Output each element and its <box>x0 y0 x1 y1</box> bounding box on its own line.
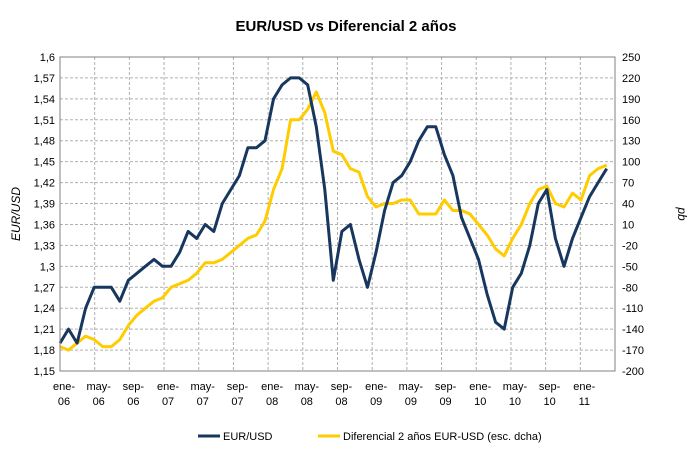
x-tick-label-month: sep- <box>123 381 145 393</box>
x-tick-label-year: 06 <box>127 396 139 408</box>
x-tick-label-year: 07 <box>162 396 174 408</box>
x-tick-label-year: 11 <box>579 396 590 408</box>
legend-label-diferencial: Diferencial 2 años EUR-USD (esc. dcha) <box>343 431 542 443</box>
x-tick-label-month: ene- <box>261 381 283 393</box>
y-tick-label-right: 190 <box>622 94 640 106</box>
x-tick-label-month: ene- <box>573 381 595 393</box>
y-tick-label-right: 40 <box>622 199 634 211</box>
x-tick-label-month: ene- <box>53 381 75 393</box>
plot-frame <box>59 56 616 372</box>
y-tick-label-left: 1,42 <box>34 178 55 190</box>
x-tick-label-year: 06 <box>93 396 105 408</box>
x-tick-label-year: 08 <box>335 396 347 408</box>
y-tick-label-left: 1,15 <box>34 366 55 378</box>
y-tick-label-right: 160 <box>622 115 640 127</box>
x-tick-label-year: 07 <box>197 396 209 408</box>
x-tick-label-year: 06 <box>58 396 70 408</box>
grid-layer <box>59 56 615 372</box>
y-axis-label-left: EUR/USD <box>9 187 23 241</box>
legend-label-eurusd: EUR/USD <box>223 431 273 443</box>
y-tick-label-right: 10 <box>622 219 634 231</box>
x-tick-label-year: 09 <box>439 396 451 408</box>
x-tick-label-month: sep- <box>539 381 561 393</box>
x-axis-ticks: ene- 06 may- 06 sep- 06 ene- 07 may- 07 sep- 07 ene-… <box>53 381 596 408</box>
x-tick-label-month: may- <box>399 381 424 393</box>
y-tick-label-right: -140 <box>622 324 644 336</box>
y-tick-label-left: 1,33 <box>34 240 55 252</box>
y-tick-label-right: -80 <box>622 282 638 294</box>
y-tick-label-left: 1,24 <box>34 303 55 315</box>
x-tick-label-month: may- <box>295 381 320 393</box>
y-tick-label-right: 220 <box>622 73 640 85</box>
series-layer <box>58 76 608 352</box>
x-tick-label-year: 09 <box>405 396 417 408</box>
x-tick-label-month: ene- <box>469 381 491 393</box>
x-tick-label-year: 09 <box>370 396 382 408</box>
y-tick-label-left: 1,51 <box>34 115 55 127</box>
series-line-diferencial <box>59 90 608 352</box>
x-tick-label-year: 10 <box>474 396 486 408</box>
x-tick-label-year: 07 <box>231 396 243 408</box>
y-tick-label-right: -20 <box>622 240 638 252</box>
y-tick-label-left: 1,27 <box>34 282 55 294</box>
chart-title: EUR/USD vs Diferencial 2 años <box>236 18 457 35</box>
y-tick-label-left: 1,3 <box>40 261 55 273</box>
x-tick-label-month: sep- <box>227 381 249 393</box>
y-tick-label-left: 1,21 <box>34 324 55 336</box>
x-tick-label-year: 08 <box>301 396 313 408</box>
y-tick-label-left: 1,54 <box>34 94 55 106</box>
x-tick-label-year: 08 <box>266 396 278 408</box>
y-tick-label-right: -50 <box>622 261 638 273</box>
x-tick-label-month: sep- <box>435 381 457 393</box>
x-tick-label-year: 10 <box>509 396 521 408</box>
y-tick-label-left: 1,6 <box>40 52 55 64</box>
y-tick-label-right: 70 <box>622 178 634 190</box>
x-tick-label-month: may- <box>191 381 216 393</box>
legend: EUR/USD Diferencial 2 años EUR-USD (esc.… <box>198 431 542 443</box>
right-axis-ticks: 250 220 190 160 130 100 70 40 10 -20 -50 -80 -110 -14… <box>622 52 644 378</box>
y-tick-label-left: 1,57 <box>34 73 55 85</box>
y-tick-label-right: 250 <box>622 52 640 64</box>
y-tick-label-left: 1,39 <box>34 199 55 211</box>
x-tick-label-month: ene- <box>365 381 387 393</box>
y-tick-label-left: 1,18 <box>34 345 55 357</box>
y-tick-label-left: 1,36 <box>34 219 55 231</box>
y-tick-label-left: 1,48 <box>34 136 55 148</box>
y-axis-label-right: pb <box>675 206 689 221</box>
y-tick-label-left: 1,45 <box>34 157 55 169</box>
x-tick-label-month: ene- <box>157 381 179 393</box>
y-tick-label-right: 100 <box>622 157 640 169</box>
x-tick-label-month: may- <box>86 381 111 393</box>
x-tick-label-month: sep- <box>331 381 353 393</box>
y-tick-label-right: -110 <box>622 303 643 315</box>
series-line-eurusd <box>58 76 608 345</box>
x-tick-label-year: 10 <box>544 396 556 408</box>
y-tick-label-right: 130 <box>622 136 640 148</box>
x-tick-label-month: may- <box>503 381 528 393</box>
y-tick-label-right: -200 <box>622 366 644 378</box>
left-axis-ticks: 1,6 1,57 1,54 1,51 1,48 1,45 1,42 1,39 1,36 1,33 1… <box>34 52 55 378</box>
y-tick-label-right: -170 <box>622 345 644 357</box>
